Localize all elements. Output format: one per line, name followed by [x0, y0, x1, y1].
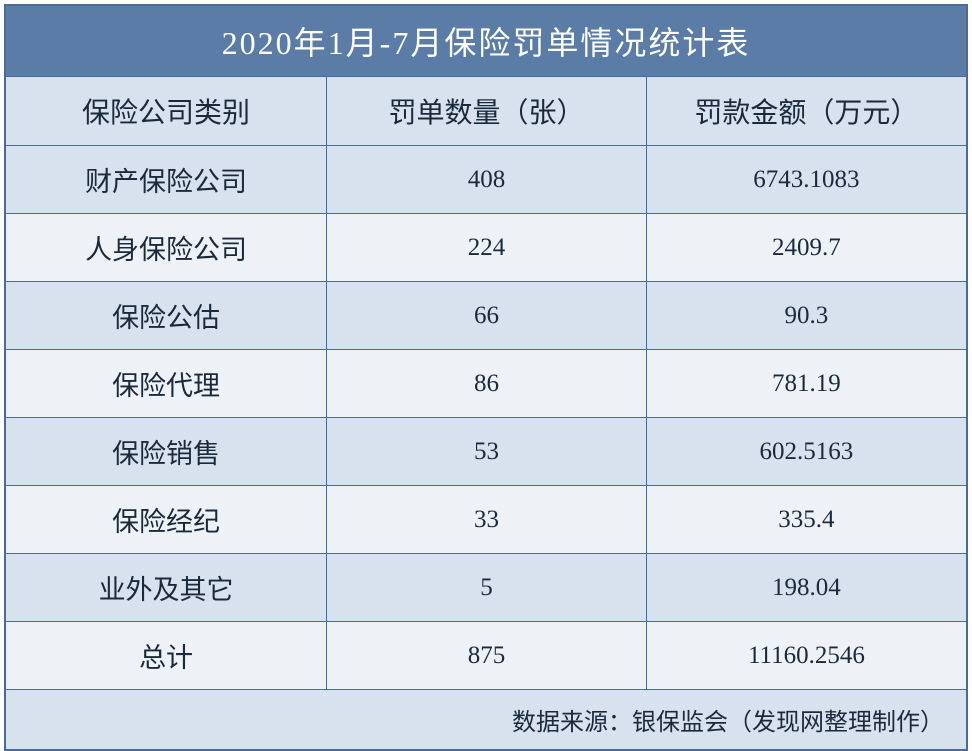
table-footer-row: 数据来源：银保监会（发现网整理制作） — [6, 690, 966, 750]
cell-amount: 6743.1083 — [646, 146, 966, 214]
table-row: 业外及其它 5 198.04 — [6, 554, 966, 622]
cell-count: 408 — [327, 146, 647, 214]
cell-category: 保险经纪 — [6, 486, 327, 554]
col-header-count: 罚单数量（张） — [327, 77, 647, 146]
table-title: 2020年1月-7月保险罚单情况统计表 — [222, 25, 751, 61]
cell-category: 人身保险公司 — [6, 214, 327, 282]
cell-amount: 2409.7 — [646, 214, 966, 282]
cell-amount: 90.3 — [646, 282, 966, 350]
cell-category: 保险公估 — [6, 282, 327, 350]
cell-amount: 11160.2546 — [646, 622, 966, 690]
cell-count: 33 — [327, 486, 647, 554]
cell-count: 66 — [327, 282, 647, 350]
col-header-category: 保险公司类别 — [6, 77, 327, 146]
table-row: 人身保险公司 224 2409.7 — [6, 214, 966, 282]
cell-count: 875 — [327, 622, 647, 690]
cell-count: 53 — [327, 418, 647, 486]
table-row-total: 总计 875 11160.2546 — [6, 622, 966, 690]
cell-category: 业外及其它 — [6, 554, 327, 622]
table-title-row: 2020年1月-7月保险罚单情况统计表 — [6, 6, 966, 77]
data-source: 数据来源：银保监会（发现网整理制作） — [6, 690, 966, 750]
table-row: 保险公估 66 90.3 — [6, 282, 966, 350]
cell-amount: 602.5163 — [646, 418, 966, 486]
data-table: 保险公司类别 罚单数量（张） 罚款金额（万元） 财产保险公司 408 6743.… — [6, 77, 966, 749]
cell-category: 保险代理 — [6, 350, 327, 418]
cell-category: 总计 — [6, 622, 327, 690]
cell-category: 保险销售 — [6, 418, 327, 486]
cell-count: 86 — [327, 350, 647, 418]
table-row: 财产保险公司 408 6743.1083 — [6, 146, 966, 214]
table-header-row: 保险公司类别 罚单数量（张） 罚款金额（万元） — [6, 77, 966, 146]
table-row: 保险代理 86 781.19 — [6, 350, 966, 418]
cell-count: 5 — [327, 554, 647, 622]
table-row: 保险经纪 33 335.4 — [6, 486, 966, 554]
statistics-table: 2020年1月-7月保险罚单情况统计表 保险公司类别 罚单数量（张） 罚款金额（… — [4, 4, 968, 751]
cell-amount: 198.04 — [646, 554, 966, 622]
cell-category: 财产保险公司 — [6, 146, 327, 214]
col-header-amount: 罚款金额（万元） — [646, 77, 966, 146]
cell-count: 224 — [327, 214, 647, 282]
cell-amount: 781.19 — [646, 350, 966, 418]
cell-amount: 335.4 — [646, 486, 966, 554]
table-row: 保险销售 53 602.5163 — [6, 418, 966, 486]
